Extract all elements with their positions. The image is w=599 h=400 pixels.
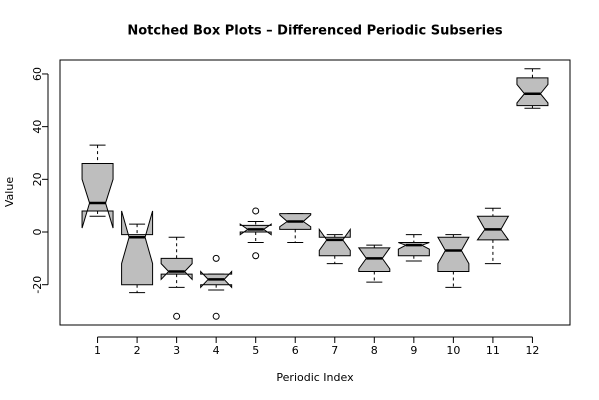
plot-frame [59, 59, 571, 326]
x-tick-label: 7 [331, 344, 338, 357]
y-tick-label: 20 [31, 172, 44, 186]
box [516, 77, 549, 107]
x-tick-label: 11 [486, 344, 500, 357]
x-tick-label: 12 [525, 344, 539, 357]
x-tick-label: 5 [252, 344, 259, 357]
outlier [173, 312, 181, 320]
x-tick-label: 4 [213, 344, 220, 357]
chart-title: Notched Box Plots – Differenced Periodic… [127, 24, 503, 39]
x-tick-label: 9 [410, 344, 417, 357]
x-tick-label: 8 [371, 344, 378, 357]
x-tick-label: 3 [173, 344, 180, 357]
x-tick-label: 1 [94, 344, 101, 357]
box [81, 163, 114, 229]
box [160, 257, 193, 281]
outlier [252, 207, 260, 215]
x-tick-label: 6 [292, 344, 299, 357]
y-tick-label: 0 [31, 229, 44, 236]
outlier [252, 252, 260, 260]
box [357, 247, 391, 273]
y-tick-label: 60 [31, 67, 44, 81]
x-axis-label: Periodic Index [276, 371, 354, 384]
x-tick-label: 2 [134, 344, 141, 357]
y-axis-label: Value [3, 177, 16, 207]
y-tick-label: -20 [31, 276, 44, 294]
y-tick-label: 40 [31, 120, 44, 134]
box [437, 236, 470, 273]
x-tick-label: 10 [446, 344, 460, 357]
box [318, 227, 351, 257]
box [121, 210, 154, 286]
outlier [212, 312, 220, 320]
outlier [212, 254, 220, 262]
